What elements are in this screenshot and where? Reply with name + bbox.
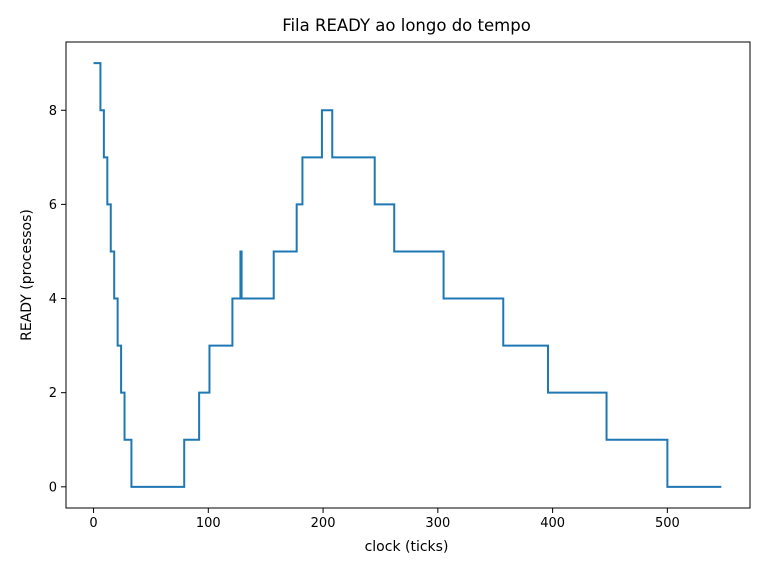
y-tick-label: 0 <box>49 480 57 495</box>
x-tick-label: 400 <box>540 516 565 531</box>
y-tick-label: 2 <box>49 386 57 401</box>
y-tick-label: 6 <box>49 198 57 213</box>
ready-queue-line <box>93 62 722 488</box>
x-tick-label: 100 <box>196 516 221 531</box>
x-tick-label: 300 <box>425 516 450 531</box>
y-tick-label: 8 <box>49 104 57 119</box>
x-tick-label: 200 <box>311 516 336 531</box>
x-tick-label: 0 <box>89 516 97 531</box>
y-axis-label: READY (processos) <box>19 209 35 341</box>
x-axis-ticks: 0 100 200 300 400 500 <box>89 508 680 531</box>
axes-frame <box>65 41 751 509</box>
y-tick-label: 4 <box>49 292 57 307</box>
chart-title: Fila READY ao longo do tempo <box>282 16 531 35</box>
x-tick-label: 500 <box>655 516 680 531</box>
plot-area <box>65 41 751 509</box>
y-axis-ticks: 0 2 4 6 8 <box>49 104 66 495</box>
x-axis-label: clock (ticks) <box>365 539 449 555</box>
